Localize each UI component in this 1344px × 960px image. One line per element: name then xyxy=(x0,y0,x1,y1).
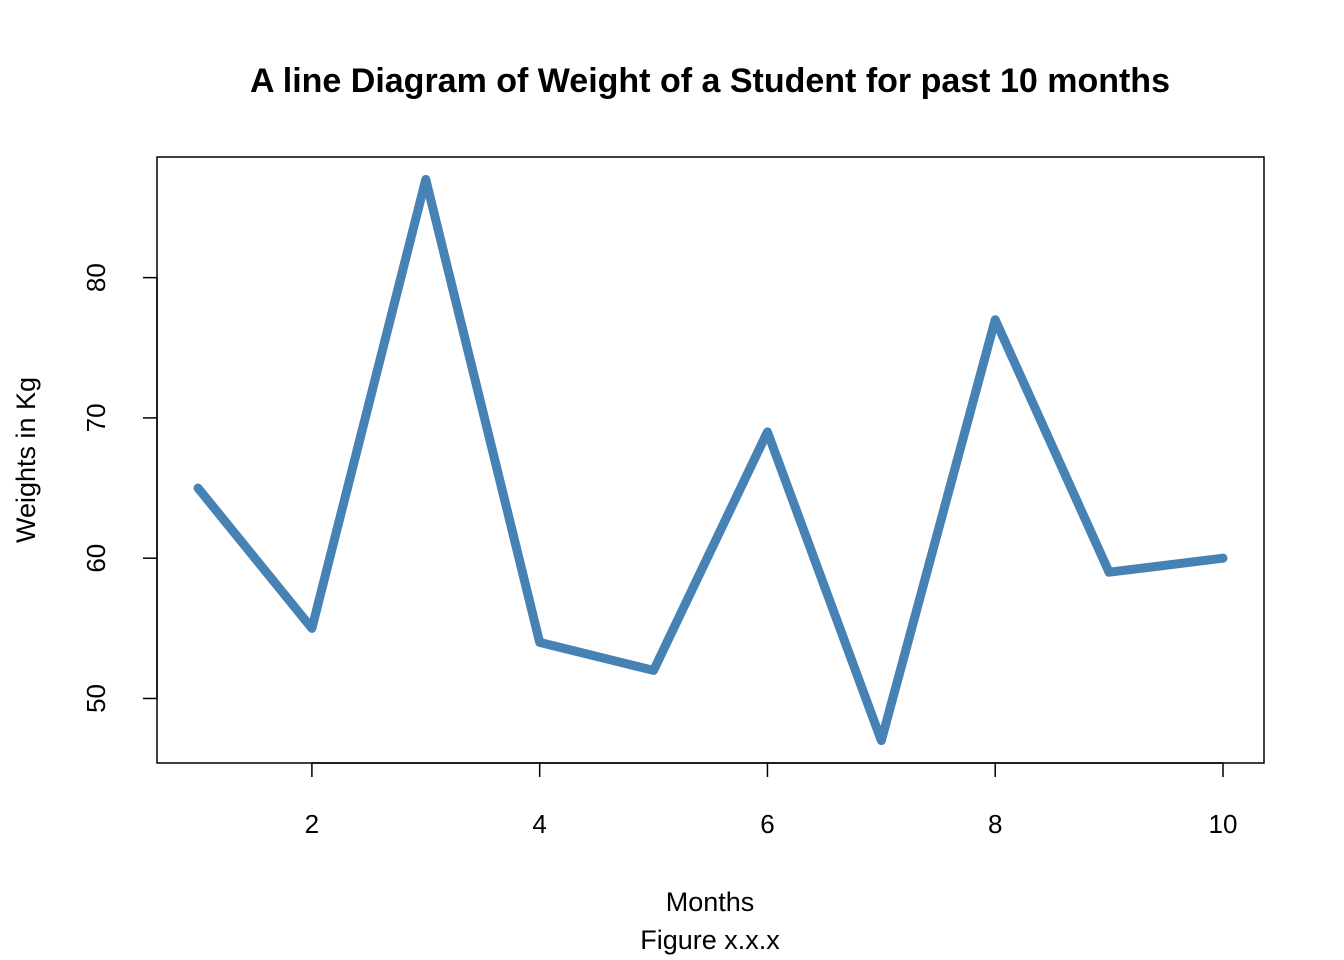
series-line xyxy=(193,174,1228,746)
data-point xyxy=(311,627,313,629)
y-tick-label: 50 xyxy=(81,684,111,713)
data-point xyxy=(994,319,996,321)
series-layer xyxy=(193,174,1228,746)
y-axis: 50 60 70 80 xyxy=(81,263,158,713)
y-axis-label: Weights in Kg xyxy=(11,377,41,543)
data-point xyxy=(1222,557,1224,559)
data-point xyxy=(766,431,768,433)
data-point xyxy=(539,641,541,643)
x-tick-label: 6 xyxy=(760,809,774,839)
data-point xyxy=(425,178,427,180)
y-tick-label: 60 xyxy=(81,544,111,573)
y-tick-label: 70 xyxy=(81,403,111,432)
x-tick-label: 10 xyxy=(1209,809,1238,839)
data-point xyxy=(1108,571,1110,573)
y-tick-label: 80 xyxy=(81,263,111,292)
figure-caption: Figure x.x.x xyxy=(640,925,780,955)
data-point xyxy=(653,669,655,671)
x-tick-label: 8 xyxy=(988,809,1002,839)
data-point xyxy=(197,487,199,489)
x-axis: 2 4 6 8 10 xyxy=(305,762,1238,839)
chart-title: A line Diagram of Weight of a Student fo… xyxy=(250,62,1170,100)
x-tick-label: 4 xyxy=(532,809,546,839)
data-point xyxy=(880,740,882,742)
x-tick-label: 2 xyxy=(305,809,319,839)
x-axis-label: Months xyxy=(666,887,755,917)
